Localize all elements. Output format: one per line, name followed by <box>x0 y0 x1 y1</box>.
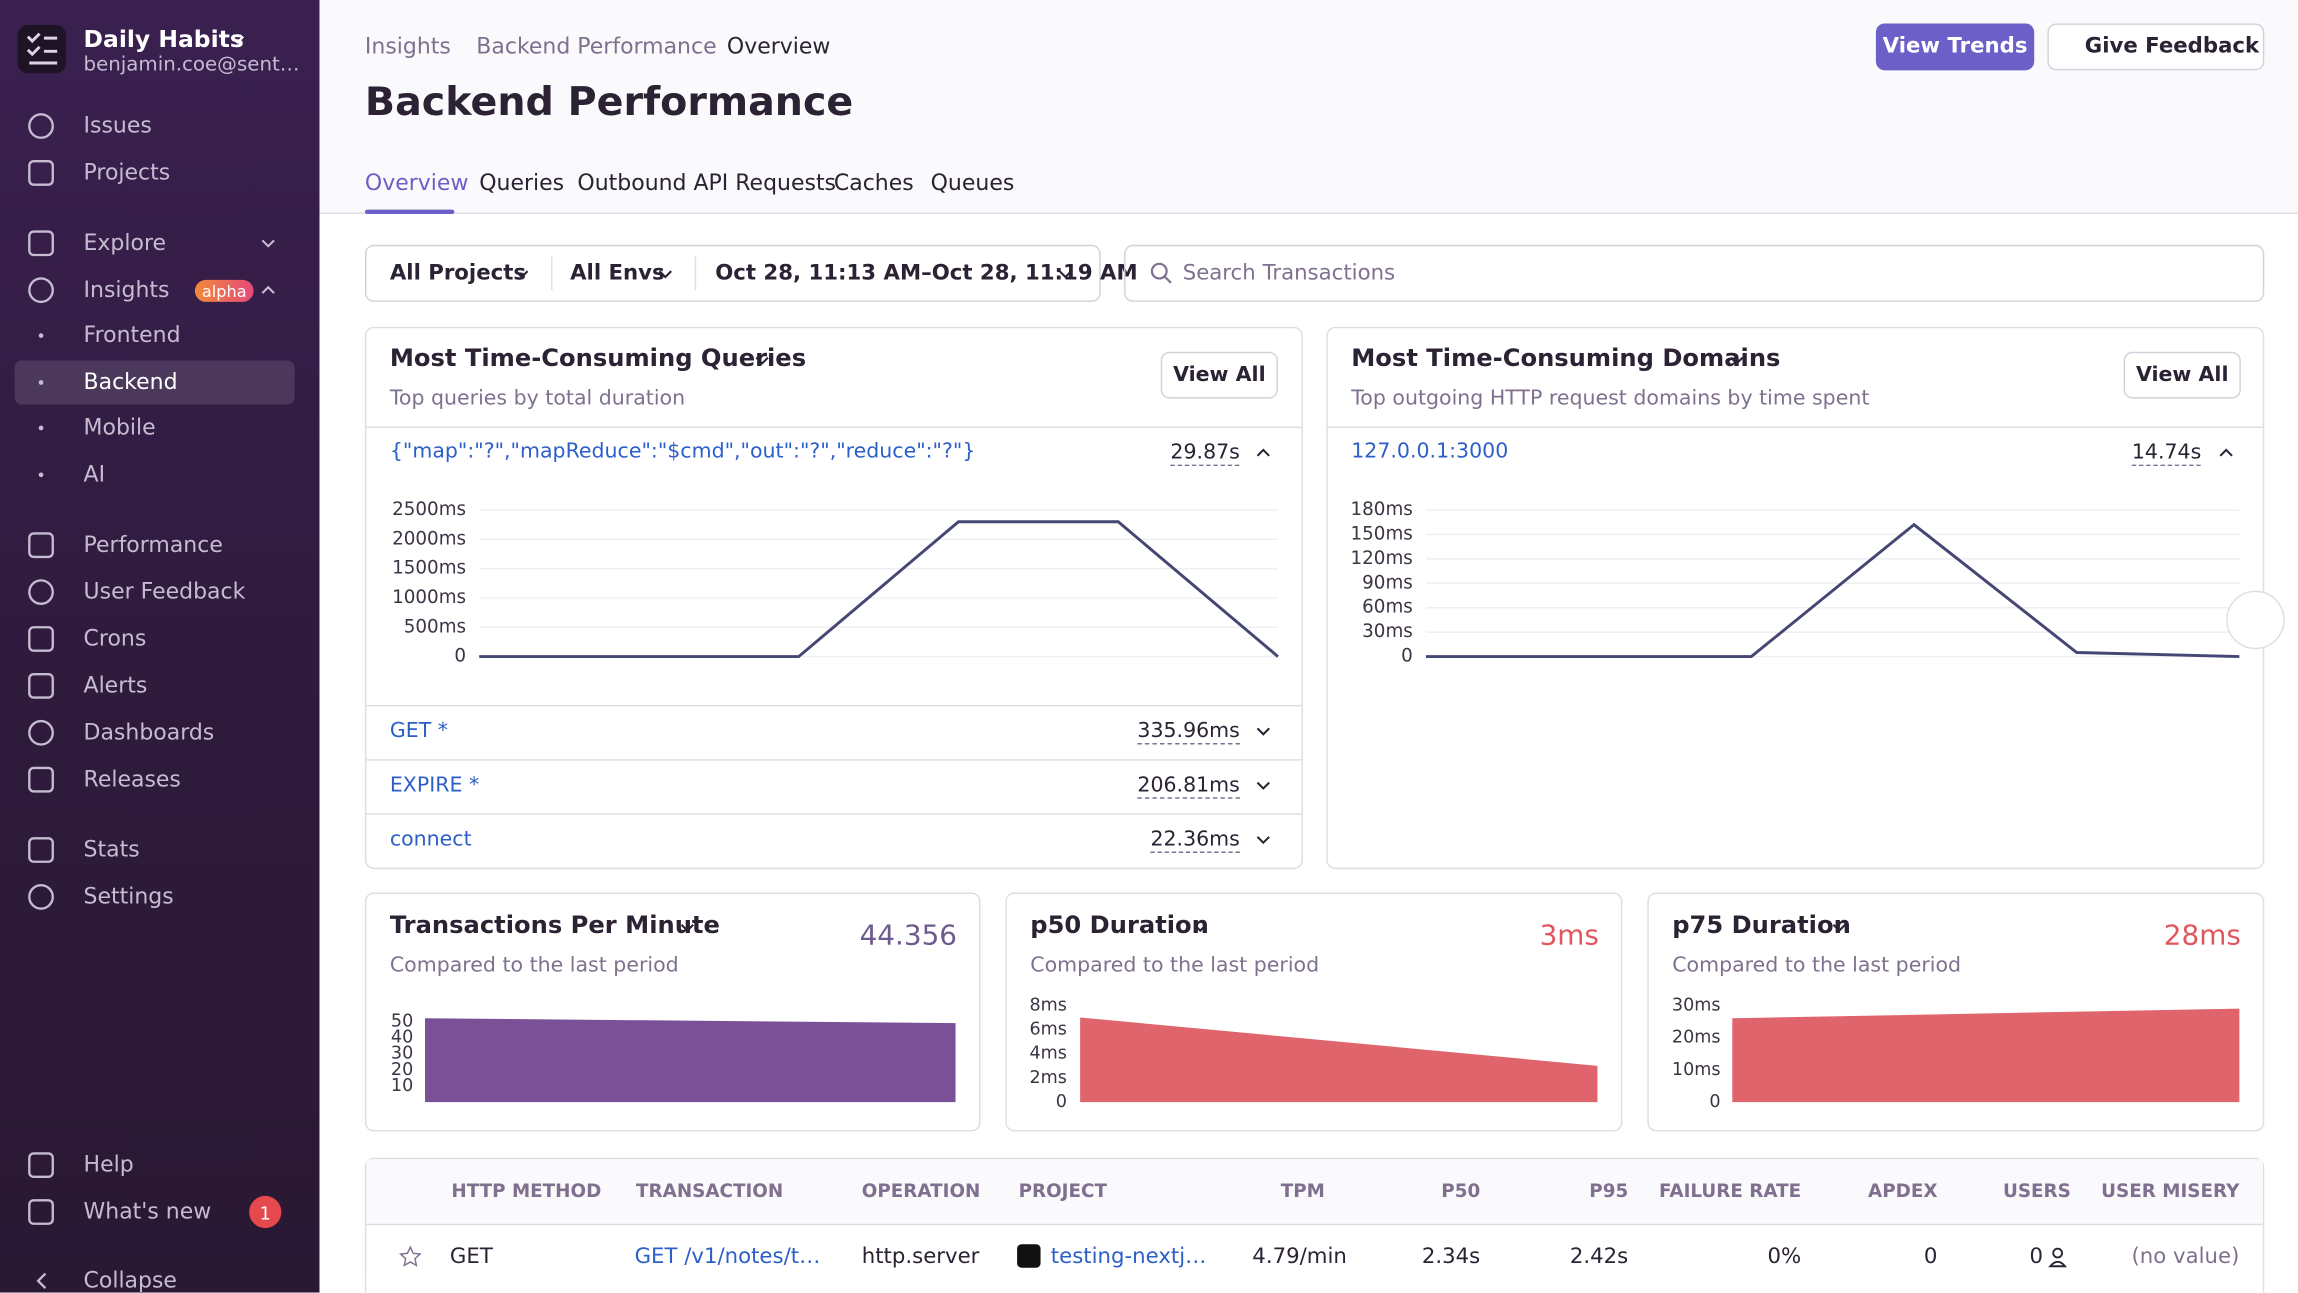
divider <box>366 813 1301 814</box>
org-avatar <box>18 25 66 73</box>
panel-title: p50 Duration <box>1030 914 1209 938</box>
date-filter[interactable]: Oct 28, 11:13 AM–Oct 28, 11:19 AM <box>715 263 1137 284</box>
search-placeholder: Search Transactions <box>1183 263 1395 284</box>
breadcrumb: Overview <box>727 36 831 58</box>
badge-text: 1 <box>260 1204 271 1222</box>
project-icon <box>1017 1244 1040 1267</box>
tab[interactable]: Overview <box>365 172 469 194</box>
top-item-value: 14.74s <box>2132 443 2201 466</box>
nav-item[interactable]: Collapse <box>84 1270 177 1292</box>
badge-text: alpha <box>202 283 247 299</box>
nav-item[interactable]: Crons <box>84 628 147 650</box>
summary-value: 3ms <box>1540 923 1599 951</box>
table-cell: (no value) <box>2132 1247 2240 1268</box>
divider <box>366 426 1301 427</box>
nav-item[interactable]: Backend <box>84 372 178 394</box>
env-filter[interactable]: All Envs <box>570 263 665 284</box>
query-duration: 206.81ms <box>1137 775 1239 798</box>
sidebar: Daily Habits benjamin.coe@sent… Issues Proj… <box>0 0 319 1293</box>
nav-item[interactable]: Mobile <box>84 417 156 439</box>
user-email: benjamin.coe@sent… <box>84 56 300 76</box>
breadcrumb[interactable]: Insights <box>365 36 451 58</box>
divider <box>1328 426 2263 427</box>
nav-item[interactable]: Stats <box>84 839 140 861</box>
nav-item[interactable]: Alerts <box>84 675 148 697</box>
button-label: View All <box>1173 365 1266 386</box>
divider <box>695 256 696 290</box>
panel-subtitle: Compared to the last period <box>1672 956 1961 977</box>
panel-title: p75 Duration <box>1672 914 1851 938</box>
column-header[interactable]: OPERATION <box>862 1182 981 1200</box>
divider <box>366 705 1301 706</box>
panel-subtitle: Compared to the last period <box>1030 956 1319 977</box>
query-link[interactable]: GET * <box>390 721 448 742</box>
column-header[interactable]: APDEX <box>1868 1182 1937 1200</box>
column-header[interactable]: PROJECT <box>1019 1182 1107 1200</box>
table-cell: 0 <box>2029 1247 2043 1268</box>
project-filter[interactable]: All Projects <box>390 263 526 284</box>
tab[interactable]: Caches <box>834 172 914 194</box>
tab[interactable]: Outbound API Requests <box>577 172 836 194</box>
nav-item[interactable]: Insights <box>84 279 170 301</box>
table-cell: 2.42s <box>1570 1247 1628 1268</box>
tab-underline <box>365 210 454 214</box>
button-label: View Trends <box>1883 36 2028 57</box>
summary-value: 44.356 <box>860 923 957 951</box>
panel-subtitle: Compared to the last period <box>390 956 679 977</box>
tab[interactable]: Queries <box>479 172 564 194</box>
nav-item[interactable]: Performance <box>84 534 223 556</box>
nav-item[interactable]: User Feedback <box>84 581 246 603</box>
table-cell: 0% <box>1767 1247 1801 1268</box>
nav-item[interactable]: AI <box>84 464 106 486</box>
nav-item[interactable]: Dashboards <box>84 722 215 744</box>
nav-item[interactable]: Issues <box>84 115 152 137</box>
table-cell: GET <box>450 1247 493 1268</box>
button-label: Give Feedback <box>2085 36 2259 57</box>
column-header[interactable]: TPM <box>1281 1182 1325 1200</box>
panel-title: Most Time-Consuming Domains <box>1351 347 1780 371</box>
nav-item[interactable]: Help <box>84 1154 134 1176</box>
panel-subtitle: Top queries by total duration <box>390 388 685 409</box>
column-header[interactable]: P50 <box>1441 1182 1480 1200</box>
column-header[interactable]: USER MISERY <box>2101 1182 2239 1200</box>
page-title: Backend Performance <box>365 83 853 123</box>
table-cell: 4.79/min <box>1252 1247 1347 1268</box>
top-item-link[interactable]: {"map":"?","mapReduce":"$cmd","out":"?",… <box>390 441 976 462</box>
divider <box>551 256 552 290</box>
column-header[interactable]: HTTP METHOD <box>451 1182 601 1200</box>
table-cell: 2.34s <box>1422 1247 1480 1268</box>
floating-feedback[interactable] <box>2226 591 2285 650</box>
query-duration: 335.96ms <box>1137 721 1239 744</box>
table-cell[interactable]: testing-nextj… <box>1051 1247 1207 1268</box>
nav-item[interactable]: Releases <box>84 769 181 791</box>
panel-title: Transactions Per Minute <box>390 914 720 938</box>
top-item-value: 29.87s <box>1170 443 1239 466</box>
panel-subtitle: Top outgoing HTTP request domains by tim… <box>1351 388 1869 409</box>
table-cell[interactable]: GET /v1/notes/t… <box>635 1247 821 1268</box>
column-header[interactable]: FAILURE RATE <box>1659 1182 1801 1200</box>
nav-item[interactable]: Explore <box>84 232 167 254</box>
divider <box>366 759 1301 760</box>
query-link[interactable]: connect <box>390 830 472 851</box>
org-name: Daily Habits <box>84 28 244 51</box>
nav-item[interactable]: Settings <box>84 886 174 908</box>
summary-value: 28ms <box>2164 923 2241 951</box>
nav-item[interactable]: Projects <box>84 162 171 184</box>
table-cell: http.server <box>862 1247 980 1268</box>
table-cell: 0 <box>1924 1247 1938 1268</box>
button-label: View All <box>2136 365 2229 386</box>
top-item-link[interactable]: 127.0.0.1:3000 <box>1351 441 1508 462</box>
panel-title: Most Time-Consuming Queries <box>390 347 806 371</box>
column-header[interactable]: USERS <box>2003 1182 2071 1200</box>
breadcrumb[interactable]: Backend Performance <box>476 36 716 58</box>
column-header[interactable]: P95 <box>1589 1182 1628 1200</box>
query-duration: 22.36ms <box>1150 830 1239 853</box>
column-header[interactable]: TRANSACTION <box>636 1182 783 1200</box>
nav-item[interactable]: Frontend <box>84 325 181 347</box>
tab[interactable]: Queues <box>931 172 1015 194</box>
query-link[interactable]: EXPIRE * <box>390 775 479 796</box>
nav-item[interactable]: What's new <box>84 1201 212 1223</box>
